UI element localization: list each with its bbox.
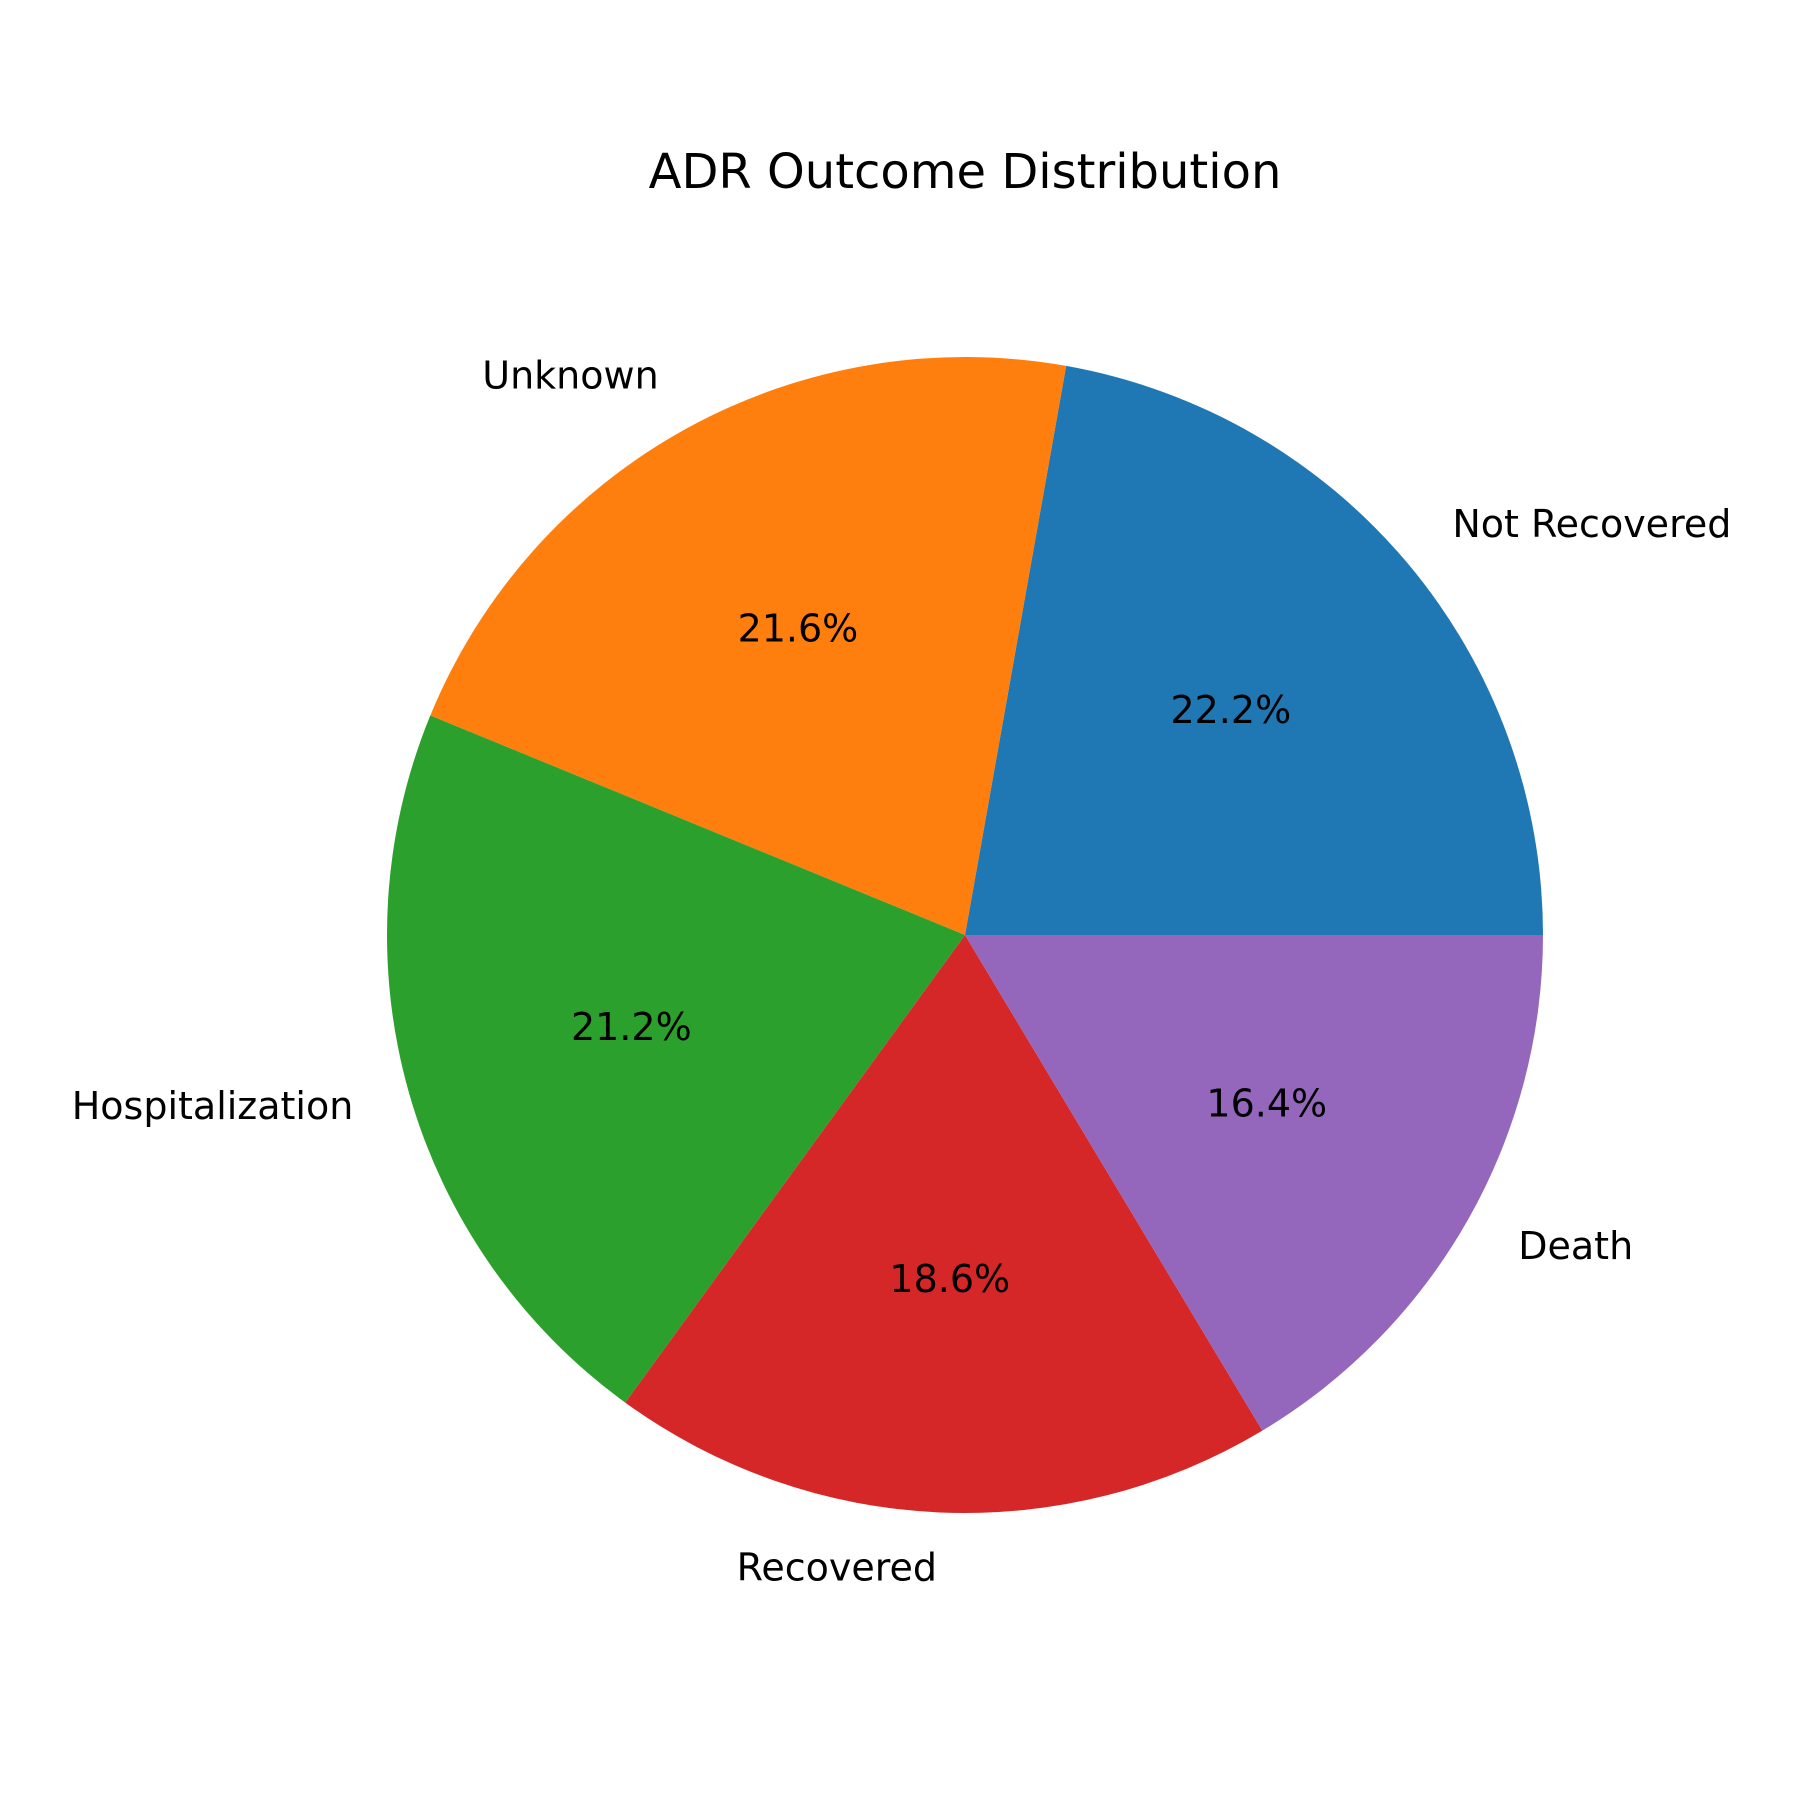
pie-labels: Not Recovered 22.2% Unknown 21.6% Hospitaliz… [72, 353, 1732, 1589]
pie-slice-hospitalization [387, 715, 966, 1403]
pie-slice-unknown [430, 357, 1067, 936]
pie-slice-recovered [625, 935, 1263, 1513]
pie-slice-not-recovered [965, 365, 1543, 935]
pie-slices [387, 357, 1543, 1513]
chart-title: ADR Outcome Distribution [649, 144, 1282, 200]
slice-label-hospitalization: Hospitalization [72, 1084, 354, 1128]
slice-label-unknown: Unknown [482, 353, 658, 397]
slice-percent-unknown: 21.6% [738, 607, 859, 651]
slice-label-death: Death [1518, 1224, 1633, 1268]
slice-percent-hospitalization: 21.2% [571, 1005, 692, 1049]
slice-percent-not-recovered: 22.2% [1170, 688, 1291, 732]
slice-percent-recovered: 18.6% [889, 1257, 1010, 1301]
slice-label-recovered: Recovered [737, 1546, 937, 1590]
slice-percent-death: 16.4% [1206, 1081, 1327, 1125]
slice-label-not-recovered: Not Recovered [1452, 502, 1731, 546]
pie-slice-death [965, 935, 1543, 1431]
